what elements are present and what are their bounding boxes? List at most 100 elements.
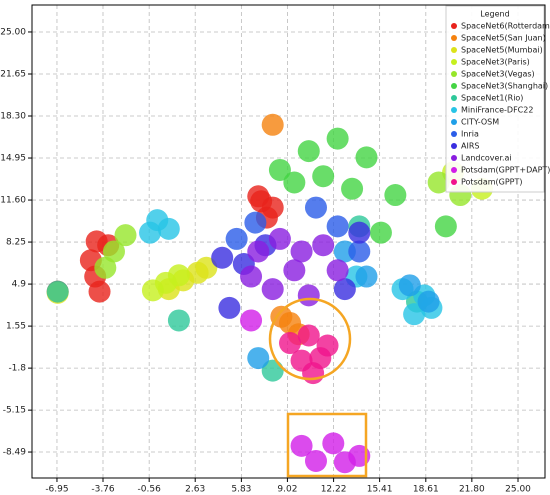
data-point (384, 184, 407, 207)
legend-label: MiniFrance-DFC22 (461, 106, 533, 115)
legend-box (445, 5, 545, 193)
y-tick-label: 25.00 (0, 27, 26, 37)
legend-marker (451, 107, 457, 113)
data-point (94, 256, 117, 279)
data-point (369, 221, 392, 244)
x-tick-label: 2.63 (185, 485, 205, 495)
data-point (240, 265, 263, 288)
legend-label: SpaceNet5(San Juan) (461, 34, 546, 43)
data-point (114, 224, 137, 247)
legend-marker (451, 143, 457, 149)
legend-label: Inria (461, 130, 479, 139)
legend-marker (451, 155, 457, 161)
data-point (417, 290, 440, 313)
y-tick-label: -8.49 (3, 448, 27, 458)
data-point (283, 259, 306, 282)
data-point (268, 227, 291, 250)
data-point (355, 146, 378, 169)
data-point (326, 259, 349, 282)
data-point (88, 280, 111, 303)
legend-label: Potsdam(GPPT+DAPT) (461, 166, 550, 175)
data-point (247, 240, 270, 263)
x-tick-label: -3.76 (91, 485, 115, 495)
legend-marker (451, 35, 457, 41)
highlight-circle (268, 297, 352, 381)
data-point (240, 309, 263, 332)
x-tick-label: 12.22 (321, 485, 347, 495)
legend-marker (451, 83, 457, 89)
data-point (355, 265, 378, 288)
data-point (427, 171, 450, 194)
legend-label: SpaceNet6(Rotterdam) (461, 22, 550, 31)
data-point (139, 221, 162, 244)
x-tick-label: 15.41 (367, 485, 393, 495)
legend-marker (451, 131, 457, 137)
legend-label: CITY-OSM (461, 118, 499, 127)
y-tick-label: 1.55 (6, 322, 26, 332)
data-point (270, 305, 293, 328)
y-tick-label: 14.95 (0, 154, 26, 164)
data-point (167, 309, 190, 332)
legend: Legend SpaceNet6(Rotterdam) SpaceNet5(San … (445, 5, 550, 193)
legend-marker (451, 95, 457, 101)
data-point (333, 278, 356, 301)
y-tick-label: 8.25 (6, 238, 26, 248)
y-tick-label: -1.8 (8, 364, 26, 374)
data-point (247, 347, 270, 370)
y-tick-label: 18.30 (0, 112, 26, 122)
y-tick-label: 21.65 (0, 69, 26, 79)
data-point (46, 280, 69, 303)
data-point (102, 240, 125, 263)
legend-marker (451, 59, 457, 65)
x-tick-label: 25.00 (505, 485, 531, 495)
data-point (218, 296, 241, 319)
data-point (302, 362, 325, 385)
x-tick-label: 9.02 (277, 485, 297, 495)
legend-marker (451, 119, 457, 125)
data-point (322, 432, 345, 455)
y-tick-label: 4.9 (12, 280, 27, 290)
legend-label: SpaceNet3(Vegas) (461, 70, 535, 79)
data-point (157, 217, 180, 240)
points-layer (46, 113, 493, 474)
data-point (279, 332, 302, 355)
legend-label: Landcover.ai (461, 154, 512, 163)
data-point (261, 278, 284, 301)
legend-label: SpaceNet5(Mumbai) (461, 46, 543, 55)
data-point (290, 434, 313, 457)
legend-label: AIRS (461, 142, 479, 151)
x-tick-label: 18.61 (413, 485, 439, 495)
data-point (434, 215, 457, 238)
data-point (403, 303, 426, 326)
data-point (341, 177, 364, 200)
legend-label: SpaceNet1(Rio) (461, 94, 523, 103)
data-point (290, 240, 313, 263)
data-point (312, 165, 335, 188)
legend-label: Potsdam(GPPT) (461, 178, 523, 187)
data-point (297, 284, 320, 307)
data-point (326, 215, 349, 238)
x-tick-label: 21.80 (459, 485, 485, 495)
legend-label: SpaceNet3(Shanghai) (461, 82, 548, 91)
data-point (297, 324, 320, 347)
data-point (297, 140, 320, 163)
data-point (283, 171, 306, 194)
legend-marker (451, 167, 457, 173)
data-point (304, 196, 327, 219)
legend-title: Legend (480, 10, 509, 19)
data-point (247, 185, 270, 208)
data-point (211, 246, 234, 269)
data-point (244, 211, 267, 234)
legend-marker (451, 179, 457, 185)
data-point (304, 449, 327, 472)
data-point (348, 240, 371, 263)
plot-frame (31, 4, 546, 479)
legend-marker (451, 47, 457, 53)
data-point (312, 234, 335, 257)
x-tick-label: -6.95 (45, 485, 68, 495)
data-point (261, 113, 284, 136)
data-point (326, 127, 349, 150)
x-tick-label: 5.83 (231, 485, 251, 495)
legend-marker (451, 23, 457, 29)
